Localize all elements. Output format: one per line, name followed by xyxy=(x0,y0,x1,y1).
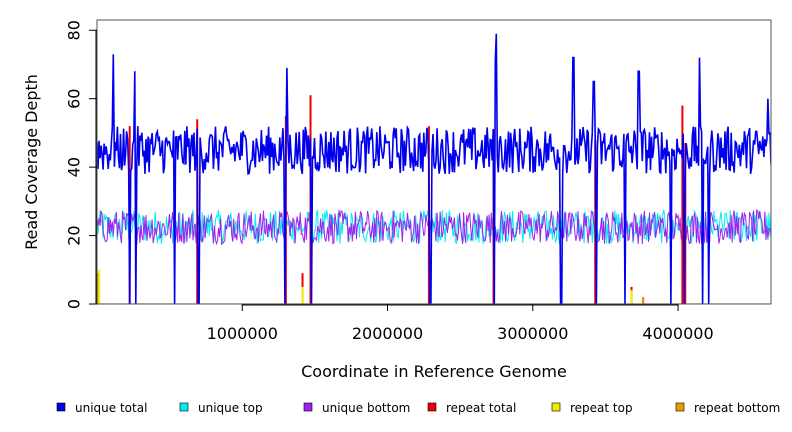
legend-label-unique-bottom: unique bottom xyxy=(322,401,410,415)
legend-swatch-repeat-bottom xyxy=(675,402,685,412)
y-tick-label: 60 xyxy=(65,89,84,109)
x-axis: 1000000 2000000 3000000 4000000 xyxy=(207,304,714,343)
y-axis: 0 20 40 60 80 xyxy=(65,20,97,309)
legend-label-unique-total: unique total xyxy=(75,401,147,415)
legend: unique total unique top unique bottom repea… xyxy=(56,401,780,415)
y-tick-label: 40 xyxy=(65,157,84,177)
legend-swatch-unique-total xyxy=(56,402,66,412)
legend-swatch-repeat-top xyxy=(551,402,561,412)
y-axis-title: Read Coverage Depth xyxy=(22,74,41,250)
x-tick-label: 2000000 xyxy=(352,324,423,343)
legend-label-repeat-bottom: repeat bottom xyxy=(694,401,780,415)
x-tick-label: 1000000 xyxy=(207,324,278,343)
legend-swatch-repeat-total xyxy=(427,402,437,412)
legend-label-repeat-total: repeat total xyxy=(446,401,516,415)
series-unique-total xyxy=(97,33,771,304)
y-tick-label: 20 xyxy=(65,225,84,245)
x-tick-label: 4000000 xyxy=(642,324,713,343)
x-axis-title: Coordinate in Reference Genome xyxy=(301,362,567,381)
y-tick-label: 80 xyxy=(65,20,84,40)
legend-swatch-unique-top xyxy=(179,402,189,412)
legend-label-unique-top: unique top xyxy=(198,401,263,415)
series-unique-bottom xyxy=(97,209,771,246)
x-tick-label: 3000000 xyxy=(497,324,568,343)
plot-frame xyxy=(96,19,772,305)
y-tick-label: 0 xyxy=(65,299,84,309)
legend-swatch-unique-bottom xyxy=(303,402,313,412)
legend-label-repeat-top: repeat top xyxy=(570,401,633,415)
